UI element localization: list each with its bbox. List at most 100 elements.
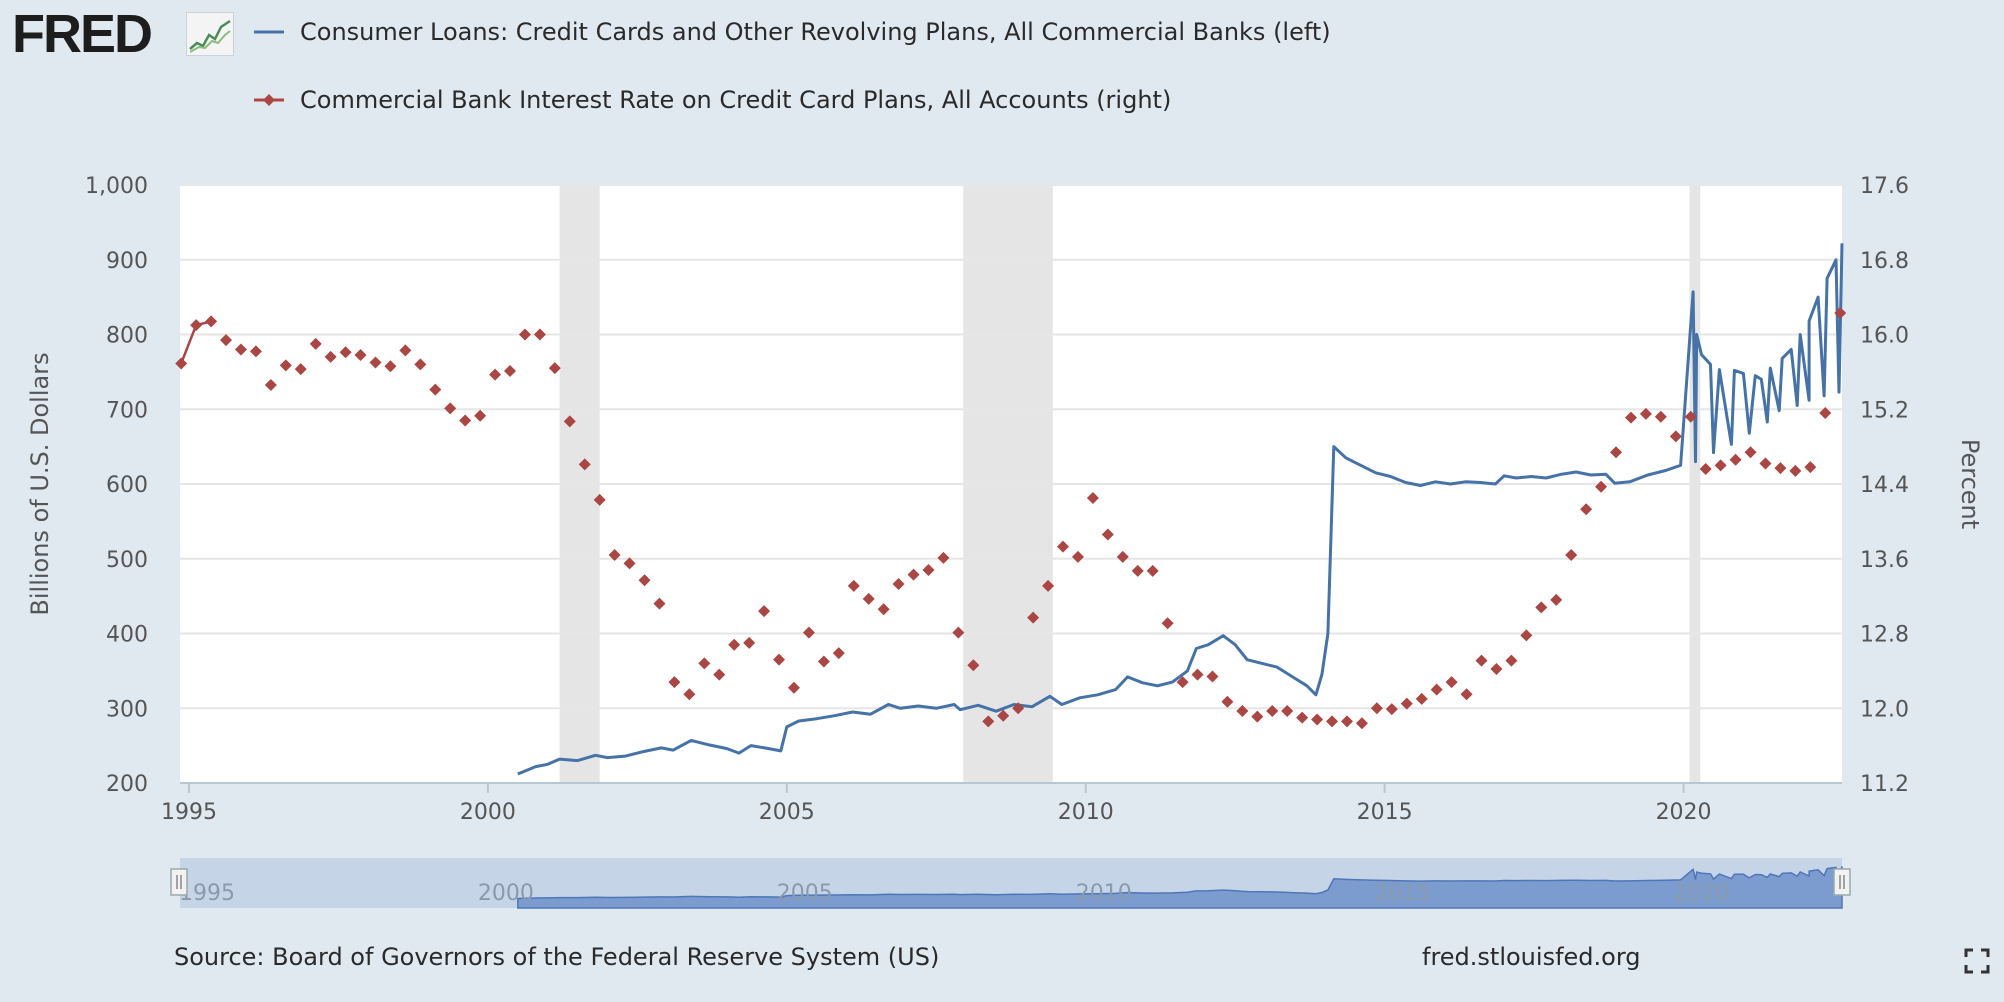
rate-point [743, 636, 756, 649]
rate-point [1161, 617, 1174, 630]
rate-point [1535, 601, 1548, 614]
y-axis-title-right: Percent [1956, 439, 1984, 529]
rate-point [1266, 705, 1279, 718]
rate-point [773, 653, 786, 666]
y-tick-label-left: 500 [106, 548, 148, 573]
rate-point [279, 359, 292, 372]
rate-point [1729, 453, 1742, 466]
y-tick-label-right: 14.4 [1860, 473, 1909, 498]
y-tick-label-left: 600 [106, 473, 148, 498]
rate-point [1430, 683, 1443, 696]
rate-point [1071, 550, 1084, 563]
rate-point [1012, 702, 1025, 715]
rate-point [533, 328, 546, 341]
rate-point [190, 319, 203, 332]
rate-point [862, 592, 875, 605]
legend-item-rate[interactable]: Commercial Bank Interest Rate on Credit … [252, 80, 1171, 120]
y-tick-label-right: 11.2 [1860, 772, 1909, 797]
rate-point [1610, 446, 1623, 459]
rate-point [220, 334, 233, 347]
rate-point [249, 345, 262, 358]
rate-point [1326, 715, 1339, 728]
loans-series-line [517, 243, 1844, 776]
navigator-tick-label: 2020 [1674, 881, 1730, 906]
y-tick-label-right: 16.8 [1860, 249, 1909, 274]
rate-point [817, 655, 830, 668]
rate-point [205, 315, 218, 328]
x-tick-label: 2010 [1058, 800, 1114, 825]
rate-point [1834, 307, 1847, 320]
rate-point [1370, 702, 1383, 715]
rate-point [1595, 480, 1608, 493]
rate-point [1699, 463, 1712, 476]
rate-point [1340, 715, 1353, 728]
range-handle-left-icon[interactable] [170, 868, 188, 896]
rate-point [504, 364, 517, 377]
legend-item-loans[interactable]: Consumer Loans: Credit Cards and Other R… [252, 12, 1331, 52]
rate-point [414, 358, 427, 371]
rate-point [1385, 703, 1398, 716]
rate-point [1819, 406, 1832, 419]
rate-point [1086, 492, 1099, 505]
rate-point [758, 605, 771, 618]
rate-point [264, 378, 277, 391]
rate-point [967, 659, 980, 672]
rate-point [1400, 697, 1413, 710]
rate-point [459, 414, 472, 427]
rate-point [623, 557, 636, 570]
chart-canvas[interactable]: Billions of U.S. Dollars Percent 200 300 4… [0, 0, 2004, 930]
rate-point [429, 383, 442, 396]
rate-point [1520, 629, 1533, 642]
rate-point [892, 577, 905, 590]
y-tick-label-left: 1,000 [85, 174, 148, 199]
rate-point [787, 681, 800, 694]
site-link[interactable]: fred.stlouisfed.org [1422, 943, 1641, 971]
rate-point [1146, 564, 1159, 577]
rate-point [1101, 528, 1114, 541]
rate-point [1131, 564, 1144, 577]
rate-point [698, 657, 711, 670]
rate-point [728, 638, 741, 651]
rate-point [1460, 688, 1473, 701]
rate-point [518, 328, 531, 341]
y-tick-label-left: 300 [106, 697, 148, 722]
navigator-tick-label: 1995 [179, 881, 235, 906]
rate-point [683, 688, 696, 701]
x-tick-label: 2005 [759, 800, 815, 825]
rate-point [1116, 550, 1129, 563]
rate-point [309, 337, 322, 350]
rate-point [1714, 459, 1727, 472]
fred-logo[interactable]: FRED [12, 4, 153, 64]
rate-point [444, 402, 457, 415]
rate-point [1580, 503, 1593, 516]
range-handle-right-icon[interactable] [1833, 868, 1851, 896]
rate-point [1027, 611, 1040, 624]
tick-labels: 200 300 400 500 600 700 800 900 1,000 11.2 12.0 12.… [85, 174, 1909, 825]
rate-point [952, 626, 965, 639]
rate-point [668, 676, 681, 689]
rate-point [563, 415, 576, 428]
navigator-series-area [517, 866, 1843, 909]
x-tick-label: 2020 [1656, 800, 1712, 825]
rate-point [832, 647, 845, 660]
navigator-tick-label: 2010 [1076, 881, 1132, 906]
rate-point [578, 458, 591, 471]
rate-point [1774, 462, 1787, 475]
rate-point [1251, 710, 1264, 723]
y-tick-label-left: 700 [106, 398, 148, 423]
rate-point [1490, 663, 1503, 676]
navigator-tick-label: 2000 [478, 881, 534, 906]
rate-point [1355, 717, 1368, 730]
series [175, 243, 1847, 776]
rate-point [1804, 461, 1817, 474]
y-tick-label-left: 200 [106, 772, 148, 797]
y-axis-title-left: Billions of U.S. Dollars [26, 352, 54, 615]
rate-point [1624, 411, 1637, 424]
rate-point [1654, 410, 1667, 423]
navigator-tick-labels: 1995 2000 2005 2010 2015 2020 [179, 881, 1730, 906]
fullscreen-icon[interactable] [1964, 948, 1990, 974]
navigator-tick-label: 2015 [1375, 881, 1431, 906]
rate-point [1565, 549, 1578, 562]
rate-point [1759, 457, 1772, 470]
navigator-tick-label: 2005 [777, 881, 833, 906]
